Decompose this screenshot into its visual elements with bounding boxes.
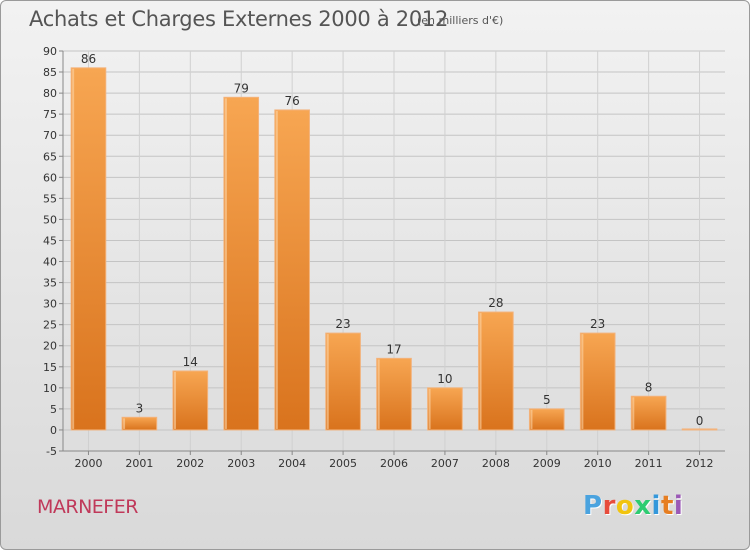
bar-highlight — [581, 334, 584, 429]
logo-letter: P — [583, 491, 603, 521]
x-tick-label-2005: 2005 — [329, 457, 357, 470]
value-label-2003: 79 — [234, 81, 249, 95]
value-label-2005: 23 — [335, 317, 350, 331]
value-label-2000: 86 — [81, 52, 96, 66]
y-tick-label: 85 — [43, 66, 57, 79]
bar-2002 — [172, 370, 209, 431]
value-label-2006: 17 — [386, 342, 401, 356]
bar-highlight — [173, 372, 176, 429]
bar-2011 — [630, 395, 667, 431]
bar-2008 — [478, 311, 514, 431]
bar-2001 — [121, 416, 158, 431]
bar-2009 — [528, 408, 565, 431]
bar-highlight — [377, 359, 380, 429]
bar-2003 — [223, 96, 260, 431]
logo-letter: t — [660, 491, 674, 521]
y-tick-label: 35 — [43, 277, 57, 290]
bars — [70, 67, 718, 431]
x-tick-label-2000: 2000 — [74, 457, 102, 470]
value-label-2011: 8 — [645, 380, 653, 394]
y-tick-label: -5 — [46, 445, 57, 458]
logo-letter: x — [634, 491, 652, 521]
proxiti-logo[interactable]: Proxiti — [583, 491, 683, 521]
y-tick-label: 90 — [43, 45, 57, 58]
y-tick-label: 60 — [43, 171, 57, 184]
y-tick-label: 70 — [43, 129, 57, 142]
x-tick-label-2001: 2001 — [125, 457, 153, 470]
y-tick-label: 25 — [43, 319, 57, 332]
y-tick-label: 40 — [43, 256, 57, 269]
bar-highlight — [224, 98, 227, 429]
bar-2010 — [579, 332, 616, 431]
y-tick-label: 50 — [43, 213, 57, 226]
y-tick-label: 20 — [43, 340, 57, 353]
labels: -505101520253035404550556065707580859086… — [43, 45, 714, 470]
value-label-2009: 5 — [543, 393, 551, 407]
logo-letter: r — [602, 491, 616, 521]
x-tick-label-2009: 2009 — [533, 457, 561, 470]
x-tick-label-2011: 2011 — [635, 457, 663, 470]
logo-letter: i — [651, 491, 661, 521]
bar-2007 — [427, 387, 463, 431]
y-tick-label: 75 — [43, 108, 57, 121]
logo-letter: i — [673, 491, 684, 521]
bar-2006 — [376, 357, 412, 431]
y-tick-label: 80 — [43, 87, 57, 100]
chart-title: Achats et Charges Externes 2000 à 2012 — [29, 7, 449, 31]
bar-highlight — [275, 110, 278, 429]
bar-2012 — [681, 428, 718, 431]
bar-2005 — [325, 332, 361, 431]
y-tick-label: 15 — [43, 361, 57, 374]
bar-highlight — [530, 409, 533, 429]
value-label-2007: 10 — [437, 372, 452, 386]
axes — [59, 50, 725, 455]
value-label-2010: 23 — [590, 317, 605, 331]
x-tick-label-2007: 2007 — [431, 457, 459, 470]
bar-highlight — [326, 334, 329, 429]
bar-highlight — [428, 388, 431, 429]
bar-2004 — [274, 109, 310, 431]
x-tick-label-2002: 2002 — [176, 457, 204, 470]
bar-highlight — [632, 397, 635, 429]
x-tick-label-2004: 2004 — [278, 457, 306, 470]
x-tick-label-2012: 2012 — [686, 457, 714, 470]
y-tick-label: 30 — [43, 298, 57, 311]
y-tick-label: 10 — [43, 382, 57, 395]
y-tick-label: 55 — [43, 192, 57, 205]
value-label-2002: 14 — [183, 355, 198, 369]
y-tick-label: 45 — [43, 234, 57, 247]
y-tick-label: 65 — [43, 150, 57, 163]
x-tick-label-2008: 2008 — [482, 457, 510, 470]
x-tick-label-2010: 2010 — [584, 457, 612, 470]
bar-2000 — [70, 67, 107, 431]
place-name: MARNEFER — [37, 496, 138, 518]
bar-highlight — [123, 418, 126, 429]
bar-highlight — [72, 68, 75, 429]
y-tick-label: 5 — [50, 403, 57, 416]
bar-highlight — [479, 313, 482, 429]
value-label-2001: 3 — [136, 401, 144, 415]
value-label-2012: 0 — [696, 414, 704, 428]
x-tick-label-2006: 2006 — [380, 457, 408, 470]
y-tick-label: 0 — [50, 424, 57, 437]
logo-letter: o — [615, 491, 635, 521]
x-tick-label-2003: 2003 — [227, 457, 255, 470]
chart-subtitle: (en milliers d'€) — [417, 14, 504, 27]
value-label-2004: 76 — [285, 94, 300, 108]
value-label-2008: 28 — [488, 296, 503, 310]
